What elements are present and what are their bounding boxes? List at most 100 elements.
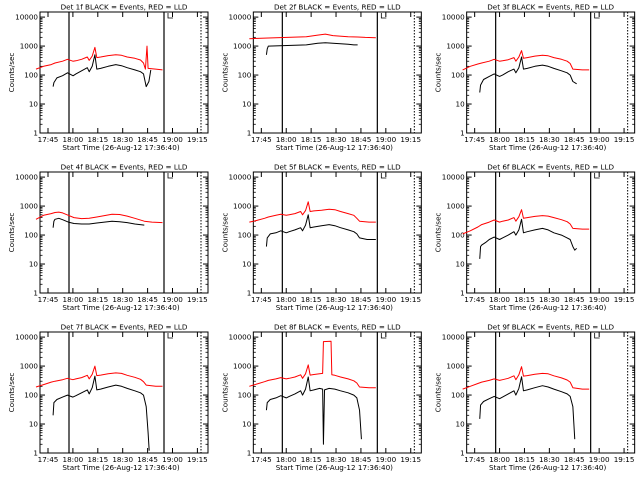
series-line-lld <box>35 45 163 71</box>
y-tick-label: 10000 <box>15 333 38 342</box>
x-tick-label: 17:45 <box>251 295 272 304</box>
y-tick-label: 10 <box>456 100 466 109</box>
x-tick-label: 18:00 <box>276 455 297 464</box>
marker-bracket <box>167 13 173 19</box>
series-line-events <box>479 218 578 259</box>
x-tick-label: 18:45 <box>137 135 158 144</box>
x-tick-label: 18:15 <box>301 455 322 464</box>
x-tick-label: 18:45 <box>351 295 372 304</box>
y-tick-label: 10000 <box>442 333 465 342</box>
y-tick-label: 10000 <box>228 13 251 22</box>
x-tick-label: 18:15 <box>87 295 108 304</box>
y-tick-label: 10 <box>242 260 252 269</box>
x-axis-label: Start Time (26-Aug-12 17:36:40) <box>489 463 606 472</box>
x-tick-label: 18:45 <box>137 295 158 304</box>
marker-bracket <box>594 13 600 19</box>
y-axis-label: Counts/sec <box>7 213 16 253</box>
panel-det-9: Det 9f BLACK = Events, RED = LLD 1 10 100 10… <box>434 323 636 472</box>
x-axis-label: Start Time (26-Aug-12 17:36:40) <box>489 303 606 312</box>
y-tick-label: 10 <box>29 420 39 429</box>
panel-det-5: Det 5f BLACK = Events, RED = LLD 1 10 100 10… <box>220 163 422 312</box>
panel-title: Det 5f BLACK = Events, RED = LLD <box>274 163 401 172</box>
x-tick-label: 18:30 <box>112 135 133 144</box>
x-tick-label: 18:45 <box>564 455 585 464</box>
panel-det-7: Det 7f BLACK = Events, RED = LLD 1 10 100 10… <box>7 323 209 472</box>
y-tick-label: 1000 <box>233 202 252 211</box>
panel-det-3: Det 3f BLACK = Events, RED = LLD 1 10 100 10… <box>434 3 636 152</box>
plot-frame <box>466 171 636 294</box>
x-tick-label: 18:30 <box>326 295 347 304</box>
y-axis-label: Counts/sec <box>7 373 16 413</box>
series-line-lld <box>462 50 590 71</box>
x-tick-label: 17:45 <box>38 295 59 304</box>
series-line-lld <box>35 211 163 224</box>
panel-title: Det 3f BLACK = Events, RED = LLD <box>487 3 614 12</box>
x-tick-label: 19:15 <box>400 135 421 144</box>
marker-bracket <box>380 333 387 339</box>
x-tick-label: 19:00 <box>375 135 396 144</box>
x-tick-label: 19:15 <box>187 455 208 464</box>
y-tick-label: 10 <box>242 100 252 109</box>
x-tick-label: 18:15 <box>514 295 535 304</box>
plot-frame <box>39 331 209 454</box>
x-tick-label: 18:30 <box>539 455 560 464</box>
x-tick-label: 19:00 <box>162 455 183 464</box>
y-tick-label: 10 <box>456 260 466 269</box>
x-tick-label: 18:00 <box>489 135 510 144</box>
x-tick-label: 18:45 <box>564 135 585 144</box>
series-line-lld <box>249 340 376 389</box>
y-tick-label: 10 <box>242 420 252 429</box>
series-line-events <box>265 376 362 445</box>
x-axis-label: Start Time (26-Aug-12 17:36:40) <box>62 463 179 472</box>
x-tick-label: 18:00 <box>276 295 297 304</box>
y-axis-label: Counts/sec <box>434 213 443 253</box>
y-axis-label: Counts/sec <box>434 53 443 93</box>
x-tick-label: 18:30 <box>112 455 133 464</box>
series-line-events <box>265 214 376 247</box>
y-tick-label: 10000 <box>442 173 465 182</box>
y-tick-label: 1000 <box>233 362 252 371</box>
marker-bracket <box>594 333 600 339</box>
panel-title: Det 6f BLACK = Events, RED = LLD <box>487 163 614 172</box>
x-tick-label: 18:45 <box>351 455 372 464</box>
series-line-events <box>52 54 152 88</box>
marker-bracket <box>167 333 173 339</box>
y-tick-label: 1 <box>460 129 465 138</box>
x-tick-label: 19:00 <box>162 135 183 144</box>
y-tick-label: 10000 <box>15 13 38 22</box>
x-tick-label: 18:00 <box>63 135 84 144</box>
plot-frame <box>252 331 422 454</box>
y-tick-label: 100 <box>238 391 252 400</box>
x-axis-label: Start Time (26-Aug-12 17:36:40) <box>276 303 393 312</box>
x-tick-label: 18:30 <box>326 455 347 464</box>
x-tick-label: 18:00 <box>63 295 84 304</box>
x-tick-label: 17:45 <box>251 455 272 464</box>
x-tick-label: 19:00 <box>162 295 183 304</box>
y-tick-label: 10 <box>456 420 466 429</box>
series-line-events <box>479 56 577 93</box>
x-tick-label: 18:15 <box>301 295 322 304</box>
x-axis-label: Start Time (26-Aug-12 17:36:40) <box>62 143 179 152</box>
x-tick-label: 17:45 <box>251 135 272 144</box>
y-tick-label: 100 <box>24 391 38 400</box>
series-line-events <box>265 42 358 55</box>
y-tick-label: 1000 <box>20 202 39 211</box>
y-tick-label: 100 <box>24 71 38 80</box>
plot-frame <box>252 171 422 294</box>
y-tick-label: 10000 <box>442 13 465 22</box>
y-tick-label: 10000 <box>15 173 38 182</box>
series-line-lld <box>462 209 590 235</box>
series-line-lld <box>249 33 376 40</box>
x-tick-label: 18:30 <box>112 295 133 304</box>
y-tick-label: 10 <box>29 260 39 269</box>
panel-det-4: Det 4f BLACK = Events, RED = LLD 1 10 100 10… <box>7 163 209 312</box>
y-tick-label: 1 <box>460 449 465 458</box>
y-tick-label: 1000 <box>446 362 465 371</box>
x-tick-label: 17:45 <box>464 135 485 144</box>
panel-title: Det 8f BLACK = Events, RED = LLD <box>274 323 401 332</box>
x-tick-label: 18:30 <box>539 295 560 304</box>
series-line-lld <box>249 201 376 223</box>
y-tick-label: 1 <box>33 129 38 138</box>
x-tick-label: 18:15 <box>514 135 535 144</box>
y-axis-label: Counts/sec <box>220 53 229 93</box>
